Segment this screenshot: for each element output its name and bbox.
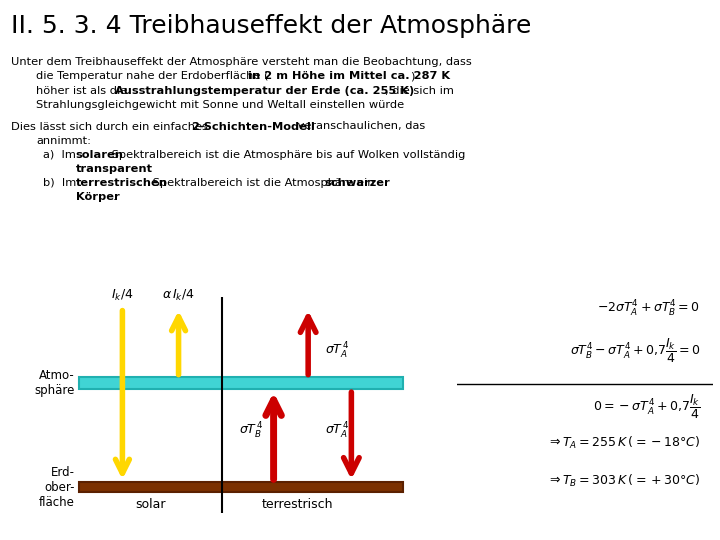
Text: solaren: solaren <box>76 150 124 160</box>
Text: $\Rightarrow T_B = 303\,K\,(=+30°C)$: $\Rightarrow T_B = 303\,K\,(=+30°C)$ <box>547 473 700 489</box>
Bar <box>79 377 403 389</box>
Text: Körper: Körper <box>76 192 120 202</box>
Text: schwarzer: schwarzer <box>324 178 390 188</box>
Text: veranschaulichen, das: veranschaulichen, das <box>294 122 425 132</box>
Text: Spektralbereich ist die Atmosphäre ein: Spektralbereich ist die Atmosphäre ein <box>149 178 378 188</box>
Text: $\alpha\, I_k/4$: $\alpha\, I_k/4$ <box>162 288 195 303</box>
Text: in 2 m Höhe im Mittel ca. 287 K: in 2 m Höhe im Mittel ca. 287 K <box>248 71 451 82</box>
Text: transparent: transparent <box>76 164 153 174</box>
Text: b)  Im: b) Im <box>43 178 80 188</box>
Text: Dies lässt sich durch ein einfaches: Dies lässt sich durch ein einfaches <box>11 122 211 132</box>
Text: $I_k/4$: $I_k/4$ <box>111 288 134 303</box>
Text: annimmt:: annimmt: <box>36 136 91 146</box>
Text: $\sigma T_A^{\,4}$: $\sigma T_A^{\,4}$ <box>325 421 350 441</box>
Text: Spektralbereich ist die Atmosphäre bis auf Wolken vollständig: Spektralbereich ist die Atmosphäre bis a… <box>108 150 465 160</box>
Text: solar: solar <box>135 498 166 511</box>
Text: terrestrisch: terrestrisch <box>261 498 333 511</box>
Text: a)  Im: a) Im <box>43 150 80 160</box>
Text: .: . <box>112 192 116 202</box>
Text: $\Rightarrow T_A = 255\,K\,(=-18°C)$: $\Rightarrow T_A = 255\,K\,(=-18°C)$ <box>547 435 700 451</box>
Text: Erd-
ober-
fläche: Erd- ober- fläche <box>39 465 75 509</box>
Text: Ausstrahlungstemperatur der Erde (ca. 255 K): Ausstrahlungstemperatur der Erde (ca. 25… <box>115 86 415 96</box>
Text: , die sich im: , die sich im <box>385 86 454 96</box>
Text: Strahlungsgleichgewicht mit Sonne und Weltall einstellen würde: Strahlungsgleichgewicht mit Sonne und We… <box>36 100 404 111</box>
Text: II. 5. 3. 4 Treibhauseffekt der Atmosphäre: II. 5. 3. 4 Treibhauseffekt der Atmosphä… <box>11 14 531 37</box>
Text: Unter dem Treibhauseffekt der Atmosphäre versteht man die Beobachtung, dass: Unter dem Treibhauseffekt der Atmosphäre… <box>11 57 472 67</box>
Text: ): ) <box>410 71 415 82</box>
Text: terrestrischen: terrestrischen <box>76 178 168 188</box>
Text: $\sigma T_A^{\,4}$: $\sigma T_A^{\,4}$ <box>325 341 350 361</box>
Text: $\sigma T_B^{\,4}$: $\sigma T_B^{\,4}$ <box>239 421 264 441</box>
Text: $-2\sigma T_A^4 + \sigma T_B^4 = 0$: $-2\sigma T_A^4 + \sigma T_B^4 = 0$ <box>597 299 700 319</box>
Text: $0 = -\sigma T_A^4 + 0{,}7\dfrac{I_k}{4}$: $0 = -\sigma T_A^4 + 0{,}7\dfrac{I_k}{4}… <box>593 393 700 421</box>
Text: höher ist als die: höher ist als die <box>36 86 131 96</box>
Text: Atmo-
sphäre: Atmo- sphäre <box>35 369 75 397</box>
Text: 2-Schichten-Modell: 2-Schichten-Modell <box>191 122 315 132</box>
Text: die Temperatur nahe der Erdoberfläche (: die Temperatur nahe der Erdoberfläche ( <box>36 71 269 82</box>
Bar <box>79 482 403 492</box>
Text: $\sigma T_B^4 - \sigma T_A^4 + 0{,}7\dfrac{I_k}{4} = 0$: $\sigma T_B^4 - \sigma T_A^4 + 0{,}7\dfr… <box>570 337 700 365</box>
